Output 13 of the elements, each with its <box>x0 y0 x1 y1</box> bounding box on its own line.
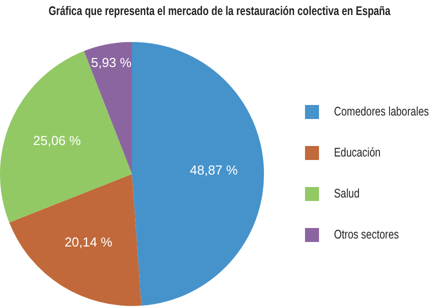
pie-slice <box>84 42 132 174</box>
legend-label: Educación <box>334 146 381 160</box>
data-label: 5,93 % <box>90 55 132 70</box>
chart-title: Gráfica que representa el mercado de la restauración colectiva en España <box>48 4 392 18</box>
pie-slice <box>9 174 142 306</box>
data-label: 25,06 % <box>33 132 82 148</box>
legend-label: Otros sectores <box>334 228 400 242</box>
pie-slice <box>0 51 132 223</box>
legend-label: Comedores laborales <box>334 105 430 119</box>
legend-label: Salud <box>334 187 360 201</box>
data-label: 48,87 % <box>190 162 238 178</box>
data-label: 20,14 % <box>64 234 113 250</box>
pie-slice <box>132 42 264 306</box>
